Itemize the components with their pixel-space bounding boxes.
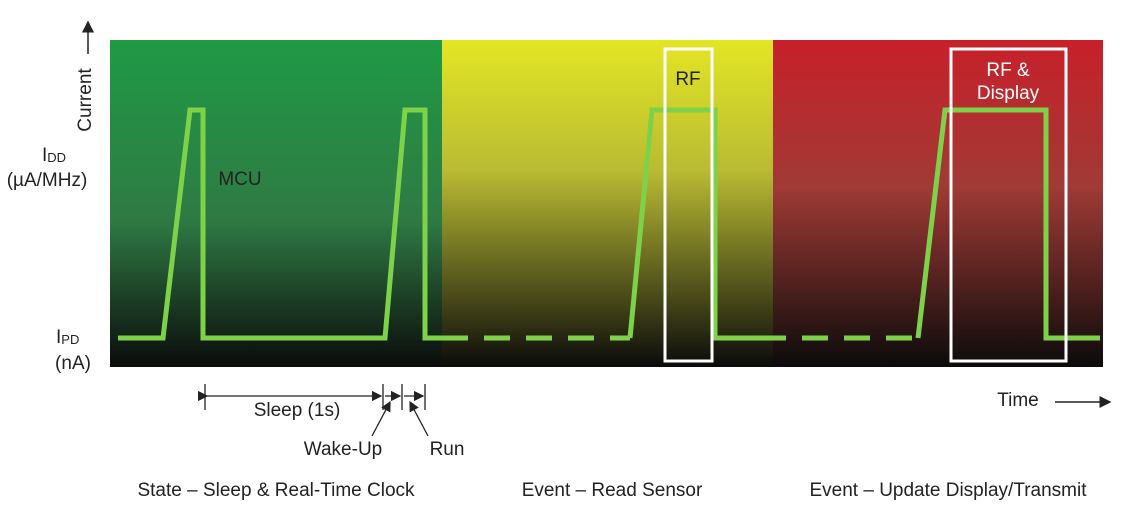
display-region (773, 40, 1103, 367)
run-pointer (409, 400, 429, 437)
idd-label: IDD (42, 145, 66, 166)
wake-pointer (371, 400, 391, 437)
rf-label: RF (675, 69, 700, 90)
sleep-label: Sleep (1s) (254, 400, 341, 421)
y-axis-label: Current (75, 68, 96, 132)
sensor-region (442, 40, 773, 367)
rf-box (663, 47, 714, 363)
timing (197, 384, 429, 437)
current-trace (915, 107, 1100, 341)
current-trace (627, 107, 760, 341)
rf-display-box (949, 47, 1068, 363)
run-label: Run (430, 439, 465, 460)
state-label: State – Sleep & Real-Time Clock (137, 480, 415, 501)
wake-label: Wake-Up (304, 439, 382, 460)
current-trace (118, 107, 442, 341)
idd-unit: (µA/MHz) (7, 170, 88, 191)
rf-display-label: RF & (986, 60, 1030, 81)
sleep-region (110, 40, 442, 367)
panel: MCU RF RF & Display (110, 40, 1103, 367)
state-label: Event – Update Display/Transmit (809, 480, 1087, 501)
ipd-unit: (nA) (55, 353, 91, 374)
rf-display-label: Display (977, 83, 1040, 104)
axes: Current IDD (µA/MHz) IPD (nA) Time (7, 20, 1112, 411)
mcu-label: MCU (218, 169, 261, 190)
state-label: Event – Read Sensor (522, 480, 703, 501)
ipd-label: IPD (56, 327, 79, 348)
x-axis-label: Time (997, 390, 1039, 411)
